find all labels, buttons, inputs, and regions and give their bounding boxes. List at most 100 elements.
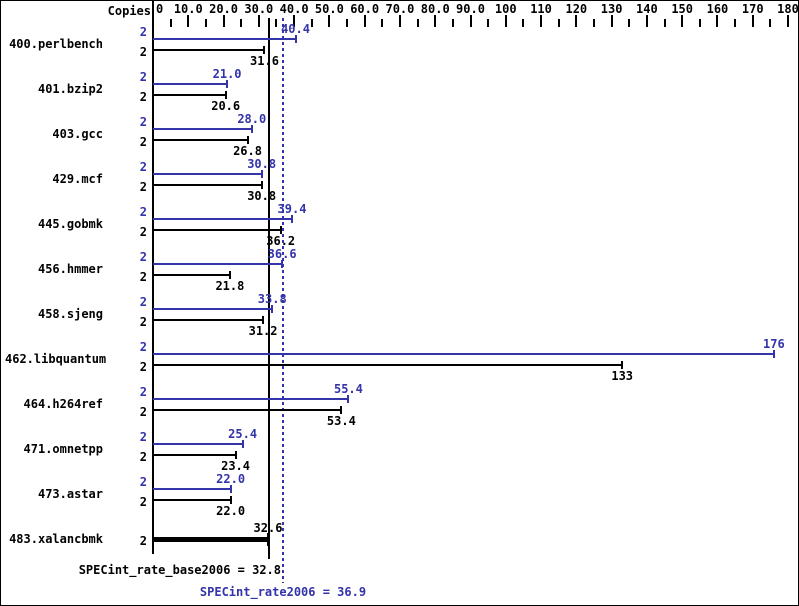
x-axis-minor-tick [381, 19, 384, 27]
base-bar [153, 454, 236, 456]
x-axis-tick-label: 20.0 [209, 2, 238, 16]
x-axis-minor-tick [416, 19, 419, 27]
x-axis-major-tick [434, 15, 437, 27]
copies-value: 2 [139, 475, 147, 489]
y-axis-line [152, 1, 154, 554]
x-axis-minor-tick [346, 19, 349, 27]
base-bar-end-cap [262, 316, 265, 324]
peak-bar [153, 263, 283, 265]
x-axis-tick-label: 130 [600, 2, 623, 16]
base-bar [153, 229, 281, 231]
peak-bar [153, 173, 262, 175]
peak-bar [153, 398, 349, 400]
peak-bar-end-cap [229, 485, 232, 493]
peak-bar [153, 83, 228, 85]
x-axis-minor-tick [769, 19, 772, 27]
base-value-label: 133 [611, 369, 634, 383]
peak-bar [153, 353, 774, 355]
peak-value-label: 55.4 [333, 382, 363, 396]
peak-value-label: 36.6 [267, 247, 297, 261]
x-axis-tick-label: 60.0 [350, 2, 380, 16]
copies-value: 2 [139, 495, 147, 509]
base-bar [153, 499, 231, 501]
x-axis-minor-tick [451, 19, 454, 27]
base-bar-end-cap [621, 361, 624, 369]
x-axis-minor-tick [204, 19, 207, 27]
base-bar-end-cap [229, 496, 232, 504]
x-axis-minor-tick [557, 19, 560, 27]
peak-summary-label: SPECint_rate2006 = 36.9 [199, 585, 367, 599]
x-axis-tick-label: 100 [494, 2, 517, 16]
peak-bar-end-cap [241, 440, 244, 448]
copies-value: 2 [139, 450, 147, 464]
base-bar-end-cap [340, 406, 343, 414]
x-axis-major-tick [363, 15, 366, 27]
x-axis-minor-tick [592, 19, 595, 27]
base-value-label: 53.4 [326, 414, 356, 428]
copies-value: 2 [139, 25, 147, 39]
base-bar-end-cap [234, 451, 237, 459]
copies-value: 2 [139, 70, 147, 84]
base-bar-end-cap [228, 271, 231, 279]
x-axis-tick-label: 0 [156, 2, 164, 16]
copies-value: 2 [139, 135, 147, 149]
x-axis-tick-label: 170 [741, 2, 764, 16]
x-axis-major-tick [222, 15, 225, 27]
x-axis-minor-tick [169, 19, 172, 27]
base-value-label: 26.8 [233, 144, 262, 158]
peak-bar [153, 38, 296, 40]
peak-value-label: 22.0 [216, 472, 246, 486]
peak-bar [153, 308, 273, 310]
x-axis-tick-label: 10.0 [173, 2, 203, 16]
base-bar [153, 184, 262, 186]
x-axis-tick-label: 90.0 [456, 2, 485, 16]
copies-value: 2 [139, 360, 147, 374]
base-bar-end-cap [267, 533, 269, 546]
base-value-label: 31.2 [248, 324, 278, 338]
x-axis-tick-label: 40.0 [279, 2, 309, 16]
copies-value: 2 [139, 45, 147, 59]
peak-bar [153, 218, 292, 220]
benchmark-label: 458.sjeng [37, 307, 103, 321]
base-bar-end-cap [246, 136, 249, 144]
x-axis-major-tick [716, 15, 719, 27]
x-axis-major-tick [751, 15, 754, 27]
benchmark-label: 464.h264ref [23, 397, 103, 411]
x-axis-minor-tick [734, 19, 737, 27]
benchmark-label: 473.astar [37, 487, 103, 501]
copies-value: 2 [139, 115, 147, 129]
base-value-label: 23.4 [221, 459, 250, 473]
copies-value: 2 [139, 225, 147, 239]
x-axis-minor-tick [275, 19, 278, 27]
x-axis-major-tick [469, 15, 472, 27]
copies-value: 2 [139, 405, 147, 419]
base-bar [153, 94, 226, 96]
x-axis-major-tick [187, 15, 190, 27]
peak-bar-end-cap [281, 260, 284, 268]
copies-value: 2 [139, 385, 147, 399]
x-axis-major-tick [504, 15, 507, 27]
base-value-label: 31.6 [250, 54, 279, 68]
copies-value: 2 [139, 270, 147, 284]
x-axis-major-tick [681, 15, 684, 27]
peak-bar-end-cap [226, 80, 229, 88]
base-bar [153, 274, 230, 276]
copies-value: 2 [139, 534, 147, 548]
peak-value-label: 21.0 [212, 67, 242, 81]
peak-bar-end-cap [271, 305, 274, 313]
peak-bar-end-cap [294, 35, 297, 43]
peak-value-label: 40.4 [281, 22, 310, 36]
base-mean-line [267, 18, 270, 559]
x-axis-major-tick [645, 15, 648, 27]
benchmark-label: 483.xalancbmk [9, 532, 103, 546]
x-axis-major-tick [398, 15, 401, 27]
peak-bar-end-cap [347, 395, 350, 403]
copies-value: 2 [139, 315, 147, 329]
base-value-label: 36.2 [266, 234, 296, 248]
peak-value-label: 39.4 [277, 202, 307, 216]
x-axis-tick-label: 50.0 [314, 2, 344, 16]
peak-value-label: 33.8 [257, 292, 287, 306]
peak-bar-end-cap [250, 125, 253, 133]
base-bar-end-cap [224, 91, 227, 99]
